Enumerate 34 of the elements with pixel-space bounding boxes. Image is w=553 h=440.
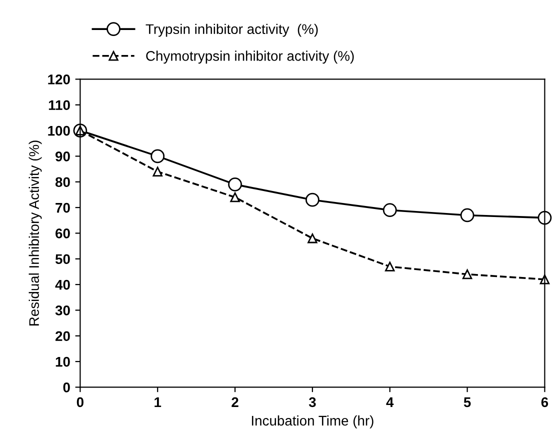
point (152, 166, 162, 176)
y-tick-label: 70 (56, 202, 70, 213)
point (385, 262, 395, 272)
x-tick-label: 3 (308, 397, 316, 408)
x-tick-label: 1 (154, 397, 162, 407)
y-tick-label: 0 (63, 382, 70, 392)
y-tick-label: 10 (56, 356, 70, 367)
point (306, 192, 320, 207)
y-tick-label: 40 (55, 280, 70, 290)
y-tick-label: 100 (48, 126, 70, 136)
legend-label: Chymotrypsin inhibitor activity (%) (146, 50, 354, 64)
x-tick-label: 0 (76, 397, 84, 408)
y-tick-label: 20 (55, 331, 70, 342)
y-tick-label: 60 (56, 228, 70, 238)
y-tick-label: 30 (55, 306, 70, 316)
y-tick-label: 50 (55, 254, 70, 264)
x-tick-label: 2 (232, 397, 238, 407)
x-tick-label: 5 (464, 397, 471, 408)
x-axis-title: Incubation Time (hr) (252, 415, 374, 428)
point (228, 177, 242, 192)
point (462, 269, 472, 280)
y-tick-label: 120 (48, 74, 70, 84)
point (150, 149, 165, 164)
y-axis-title: Residual Inhibitory Activity (%) (28, 140, 42, 326)
x-tick-label: 6 (541, 397, 548, 408)
point (382, 203, 397, 218)
point (230, 192, 240, 202)
legend-label: Trypsin inhibitor activity (%) (146, 24, 318, 37)
y-tick-label: 90 (55, 152, 70, 162)
x-tick-label: 4 (386, 397, 394, 407)
point (308, 233, 318, 244)
y-tick-label: 80 (55, 177, 70, 188)
point (460, 208, 474, 222)
y-tick-label: 110 (48, 100, 70, 110)
